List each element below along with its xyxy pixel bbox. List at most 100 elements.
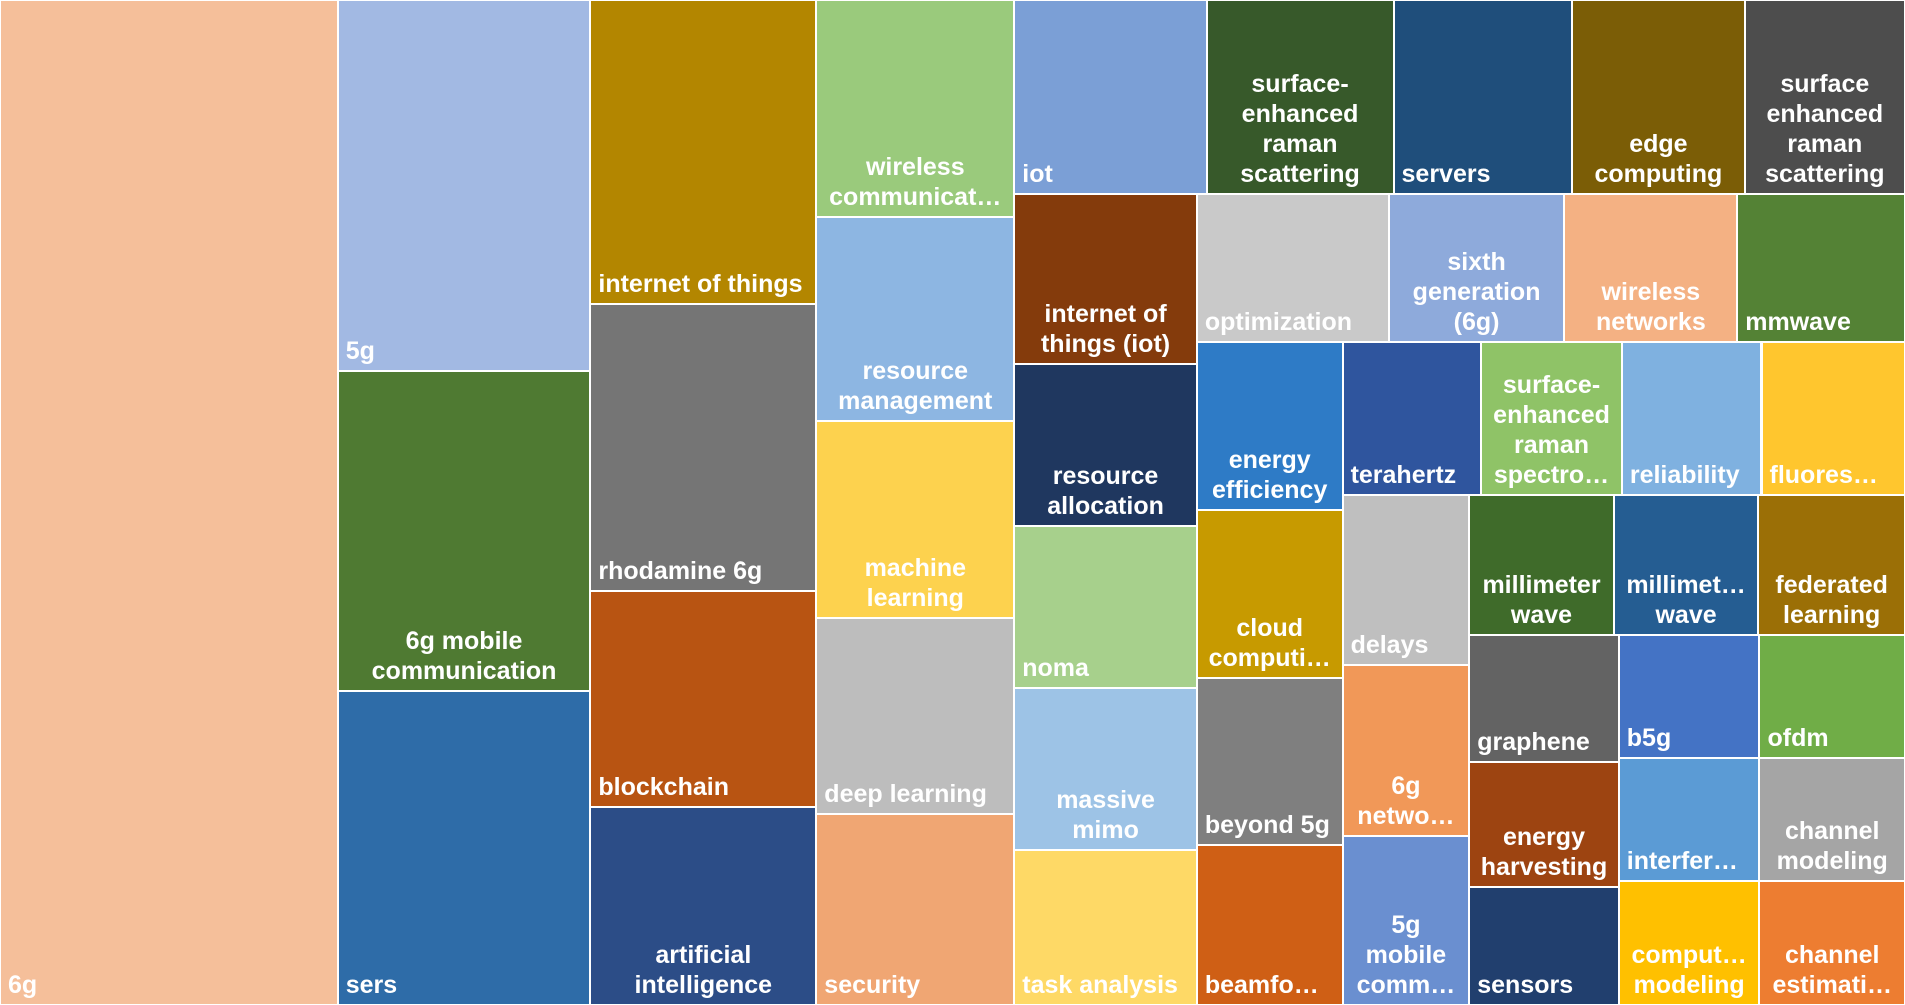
treemap-cell: internet of things: [590, 0, 817, 305]
treemap-cell: deep learning: [816, 618, 1015, 814]
cell-label: wireless networks: [1595, 277, 1706, 336]
treemap-cell: beamfo…: [1196, 844, 1343, 1005]
treemap-cell: optimization: [1196, 194, 1389, 342]
treemap-cell: 6g mobile communication: [337, 370, 591, 691]
treemap-cell: servers: [1393, 0, 1573, 195]
treemap-cell: surface-enhanced raman scattering: [1206, 0, 1394, 195]
cell-label: machine learning: [864, 554, 966, 613]
cell-label: resource allocation: [1047, 461, 1164, 520]
treemap-cell: reliability: [1621, 341, 1762, 496]
treemap-cell: channel modeling: [1759, 758, 1905, 882]
treemap-cell: millimeter wave: [1469, 495, 1614, 636]
cell-label: optimization: [1204, 307, 1353, 336]
treemap-cell: interfer…: [1618, 758, 1760, 882]
treemap-cell: surface-enhanced raman spectro…: [1481, 341, 1622, 496]
cell-label: 5g: [345, 336, 375, 365]
treemap-cell: fluores…: [1761, 341, 1905, 496]
treemap-cell: 6g netwo…: [1342, 665, 1470, 836]
cell-label: millimet… wave: [1626, 571, 1746, 630]
cell-label: internet of things (iot): [1040, 299, 1171, 358]
cell-label: sixth generation (6g): [1412, 247, 1541, 336]
cell-label: internet of things: [598, 270, 803, 299]
cell-label: federated learning: [1775, 571, 1888, 630]
cell-label: blockchain: [598, 772, 729, 801]
cell-label: comput… modeling: [1631, 940, 1747, 999]
treemap-cell: delays: [1342, 495, 1470, 666]
treemap-cell: wireless communicat…: [816, 0, 1015, 217]
cell-label: mmwave: [1745, 307, 1851, 336]
treemap-cell: blockchain: [590, 591, 817, 807]
treemap-cell: comput… modeling: [1618, 881, 1760, 1005]
treemap-cell: 5g: [337, 0, 591, 371]
cell-label: surface-enhanced raman spectro…: [1493, 371, 1610, 490]
treemap-cell: internet of things (iot): [1014, 194, 1197, 364]
cell-label: noma: [1022, 653, 1089, 682]
treemap-cell: channel estimati…: [1759, 881, 1905, 1005]
treemap-cell: beyond 5g: [1196, 678, 1343, 845]
cell-label: 6g netwo…: [1357, 771, 1455, 830]
treemap-cell: federated learning: [1758, 495, 1905, 636]
treemap-cell: 5g mobile comm…: [1342, 835, 1470, 1005]
treemap-cell: energy efficiency: [1196, 341, 1343, 510]
treemap-cell: mmwave: [1737, 194, 1905, 342]
treemap-cell: surface enhanced raman scattering: [1744, 0, 1905, 195]
cell-label: wireless communicat…: [829, 152, 1002, 211]
treemap-cell: sensors: [1469, 887, 1619, 1005]
treemap-cell: 6g: [0, 0, 338, 1005]
cell-label: edge computing: [1594, 130, 1723, 189]
treemap-cell: sixth generation (6g): [1388, 194, 1565, 342]
cell-label: massive mimo: [1056, 785, 1155, 844]
cell-label: fluores…: [1769, 461, 1878, 490]
cell-label: energy harvesting: [1480, 823, 1608, 882]
cell-label: reliability: [1629, 461, 1740, 490]
cell-label: resource management: [838, 357, 993, 416]
treemap-cell: wireless networks: [1564, 194, 1738, 342]
treemap-cell: resource management: [816, 216, 1015, 422]
treemap-cell: terahertz: [1342, 341, 1482, 496]
cell-label: interfer…: [1626, 847, 1738, 876]
cell-label: channel estimati…: [1772, 940, 1892, 999]
cell-label: b5g: [1626, 724, 1672, 753]
treemap-cell: edge computing: [1572, 0, 1745, 195]
cell-label: 6g mobile communication: [371, 626, 557, 685]
cell-label: cloud computi…: [1208, 614, 1331, 673]
cell-label: energy efficiency: [1212, 446, 1328, 504]
cell-label: graphene: [1477, 727, 1590, 756]
treemap-cell: massive mimo: [1014, 687, 1197, 850]
cell-label: channel modeling: [1776, 817, 1888, 876]
treemap-cell: resource allocation: [1014, 363, 1197, 526]
cell-label: deep learning: [824, 779, 987, 808]
treemap-cell: millimet… wave: [1613, 495, 1759, 636]
treemap-cell: machine learning: [816, 421, 1015, 619]
treemap-cell: energy harvesting: [1469, 761, 1619, 888]
cell-label: task analysis: [1022, 970, 1178, 999]
treemap-cell: b5g: [1618, 635, 1760, 759]
cell-label: rhodamine 6g: [598, 557, 763, 586]
cell-label: 6g: [8, 971, 38, 999]
cell-label: security: [824, 970, 921, 999]
cell-label: artificial intelligence: [634, 940, 773, 999]
treemap-cell: task analysis: [1014, 849, 1197, 1005]
treemap-cell: security: [816, 813, 1015, 1005]
cell-label: sensors: [1477, 970, 1574, 999]
cell-label: surface-enhanced raman scattering: [1240, 70, 1360, 189]
cell-label: surface enhanced raman scattering: [1765, 70, 1885, 189]
treemap-cell: sers: [337, 690, 591, 1005]
cell-label: iot: [1022, 160, 1053, 189]
treemap-cell: graphene: [1469, 635, 1619, 762]
cell-label: terahertz: [1350, 461, 1457, 490]
cell-label: delays: [1350, 631, 1429, 660]
treemap-cell: iot: [1014, 0, 1207, 195]
treemap-cell: cloud computi…: [1196, 510, 1343, 679]
cell-label: 5g mobile comm…: [1356, 910, 1456, 999]
cell-label: beamfo…: [1204, 970, 1319, 999]
cell-label: millimeter wave: [1482, 571, 1601, 630]
treemap-cell: noma: [1014, 525, 1197, 688]
cell-label: beyond 5g: [1204, 810, 1330, 839]
treemap-cell: ofdm: [1759, 635, 1905, 759]
treemap-cell: rhodamine 6g: [590, 304, 817, 592]
treemap-cell: artificial intelligence: [590, 806, 817, 1005]
cell-label: servers: [1401, 160, 1491, 189]
cell-label: sers: [345, 970, 398, 999]
